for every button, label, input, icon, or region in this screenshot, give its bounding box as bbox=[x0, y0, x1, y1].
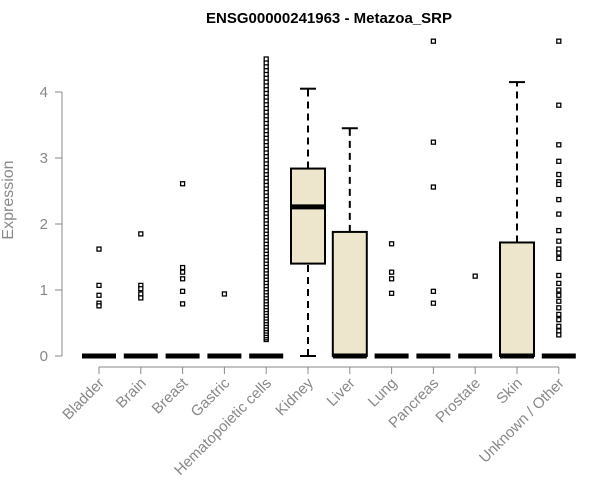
outlier-point bbox=[430, 184, 437, 190]
outlier-point bbox=[430, 288, 437, 294]
outlier-point bbox=[179, 276, 186, 282]
y-tick-label: 2 bbox=[40, 216, 48, 233]
outlier-point bbox=[138, 295, 144, 301]
outlier-point bbox=[556, 280, 562, 287]
outlier-point bbox=[138, 231, 144, 237]
outlier-point bbox=[556, 171, 562, 178]
outlier-point bbox=[556, 332, 562, 338]
y-tick-label: 4 bbox=[40, 84, 48, 101]
outlier-point bbox=[556, 227, 562, 234]
box-group bbox=[290, 87, 326, 357]
outlier-point bbox=[556, 287, 562, 293]
outlier-point bbox=[556, 292, 562, 298]
y-tick-label: 0 bbox=[40, 348, 48, 365]
outlier-point bbox=[556, 305, 562, 311]
x-tick-label: Prostate bbox=[432, 375, 484, 427]
outlier-point bbox=[388, 276, 395, 282]
outlier-point bbox=[556, 311, 562, 318]
outlier-point bbox=[556, 250, 562, 256]
box-iqr bbox=[331, 230, 368, 357]
box-group bbox=[499, 81, 535, 359]
box-group bbox=[123, 231, 158, 359]
outlier-point bbox=[556, 317, 562, 323]
outlier-point bbox=[96, 282, 102, 289]
outlier-point bbox=[388, 269, 395, 275]
x-tick-label: Breast bbox=[149, 374, 192, 417]
y-axis: 0 1 2 3 4 bbox=[40, 84, 63, 365]
outlier-point bbox=[556, 158, 562, 164]
box-group bbox=[374, 241, 409, 359]
outlier-point bbox=[179, 288, 186, 294]
box-group bbox=[458, 273, 493, 359]
outlier-point bbox=[556, 196, 562, 203]
outlier-point bbox=[556, 142, 562, 148]
outlier-point bbox=[179, 301, 186, 307]
x-tick-label: Skin bbox=[493, 375, 526, 408]
box-group bbox=[82, 246, 116, 359]
y-axis-label: Expression bbox=[0, 160, 17, 239]
plot-area bbox=[82, 38, 576, 359]
outlier-point bbox=[96, 303, 102, 309]
box-group bbox=[331, 127, 368, 359]
outlier-point bbox=[556, 323, 562, 329]
outlier-point bbox=[430, 139, 437, 145]
outlier-point bbox=[556, 272, 562, 279]
box-group bbox=[541, 38, 576, 359]
y-tick-label: 1 bbox=[40, 282, 48, 299]
x-tick-label: Lung bbox=[365, 375, 401, 411]
outlier-point bbox=[221, 291, 228, 297]
outlier-point bbox=[179, 181, 186, 187]
outlier-point bbox=[556, 255, 562, 261]
outlier-point bbox=[388, 290, 395, 296]
box-group bbox=[165, 181, 200, 359]
x-tick-label: Liver bbox=[324, 375, 359, 410]
outlier-point bbox=[556, 211, 562, 217]
outlier-point bbox=[263, 56, 269, 62]
x-tick-label: Kidney bbox=[272, 374, 317, 419]
box-iqr bbox=[499, 241, 535, 357]
chart-title: ENSG00000241963 - Metazoa_SRP bbox=[206, 10, 452, 27]
outlier-point bbox=[430, 300, 437, 306]
outlier-point bbox=[179, 264, 186, 271]
x-tick-label: Bladder bbox=[59, 375, 108, 424]
outlier-point bbox=[96, 246, 102, 252]
box-group bbox=[249, 56, 284, 359]
outlier-point bbox=[556, 181, 562, 188]
box-group bbox=[207, 291, 242, 359]
outlier-point bbox=[556, 38, 562, 44]
outlier-point bbox=[556, 238, 562, 244]
y-tick-label: 3 bbox=[40, 150, 48, 167]
outlier-point bbox=[96, 292, 102, 298]
outlier-point bbox=[388, 241, 395, 247]
outlier-point bbox=[472, 273, 478, 279]
box-iqr bbox=[290, 167, 326, 265]
outlier-point bbox=[556, 298, 562, 304]
outlier-point bbox=[179, 269, 186, 275]
box-group bbox=[416, 38, 451, 359]
x-tick-label: Brain bbox=[113, 375, 150, 412]
outlier-point bbox=[430, 38, 437, 44]
outlier-point bbox=[556, 102, 562, 108]
outlier-point bbox=[138, 286, 144, 292]
